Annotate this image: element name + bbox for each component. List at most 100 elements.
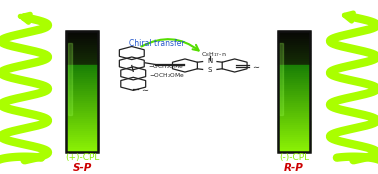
- Bar: [278, 81, 310, 83]
- Bar: [66, 139, 98, 142]
- Bar: [66, 89, 98, 91]
- Bar: [278, 147, 310, 150]
- Bar: [66, 59, 98, 61]
- Text: S-P: S-P: [73, 163, 92, 173]
- Bar: [68, 43, 71, 116]
- Bar: [278, 119, 310, 121]
- Text: S: S: [208, 67, 212, 73]
- Bar: [66, 101, 98, 103]
- Text: (+)-CPL: (+)-CPL: [65, 153, 99, 162]
- Bar: [278, 35, 310, 37]
- Bar: [278, 137, 310, 140]
- Bar: [278, 145, 310, 148]
- Bar: [278, 73, 310, 75]
- Bar: [66, 77, 98, 79]
- Bar: [278, 149, 310, 152]
- Bar: [278, 97, 310, 99]
- Bar: [278, 85, 310, 87]
- Bar: [66, 31, 98, 152]
- Bar: [278, 93, 310, 95]
- Bar: [66, 115, 98, 117]
- Bar: [66, 129, 98, 132]
- Bar: [66, 91, 98, 93]
- Bar: [66, 123, 98, 125]
- Bar: [66, 51, 98, 53]
- Bar: [66, 43, 98, 45]
- Bar: [66, 47, 98, 49]
- Bar: [66, 103, 98, 105]
- Bar: [278, 53, 310, 55]
- Bar: [66, 81, 98, 83]
- Bar: [66, 87, 98, 89]
- Bar: [278, 99, 310, 101]
- Bar: [66, 69, 98, 71]
- Bar: [66, 95, 98, 97]
- Bar: [66, 113, 98, 116]
- Bar: [66, 73, 98, 75]
- Bar: [66, 31, 98, 33]
- Bar: [278, 131, 310, 134]
- Bar: [278, 95, 310, 97]
- Text: N: N: [207, 58, 212, 64]
- Bar: [66, 97, 98, 99]
- Bar: [66, 143, 98, 146]
- Bar: [278, 141, 310, 144]
- Bar: [278, 41, 310, 43]
- Bar: [66, 65, 98, 67]
- Text: $-$OCH$_2$OMe: $-$OCH$_2$OMe: [147, 62, 184, 71]
- Bar: [278, 31, 310, 152]
- Bar: [66, 49, 98, 51]
- Text: Chiral transfer: Chiral transfer: [129, 39, 184, 48]
- Bar: [278, 49, 310, 51]
- Bar: [278, 47, 310, 49]
- Bar: [66, 83, 98, 85]
- Bar: [66, 85, 98, 87]
- Bar: [278, 115, 310, 117]
- Bar: [278, 105, 310, 107]
- Bar: [278, 101, 310, 103]
- Bar: [278, 69, 310, 71]
- Bar: [278, 107, 310, 109]
- Bar: [66, 125, 98, 128]
- Bar: [278, 133, 310, 136]
- Bar: [278, 117, 310, 120]
- Bar: [66, 121, 98, 124]
- Bar: [278, 139, 310, 142]
- Bar: [278, 51, 310, 53]
- Bar: [278, 65, 310, 67]
- Bar: [66, 141, 98, 144]
- Bar: [278, 33, 310, 35]
- Bar: [66, 93, 98, 95]
- Bar: [278, 57, 310, 59]
- Bar: [66, 117, 98, 120]
- Bar: [278, 67, 310, 69]
- Bar: [278, 127, 310, 130]
- Text: (-)-CPL: (-)-CPL: [279, 153, 309, 162]
- Bar: [66, 149, 98, 152]
- Bar: [278, 103, 310, 105]
- Bar: [278, 111, 310, 113]
- Bar: [66, 45, 98, 47]
- Bar: [278, 61, 310, 63]
- Bar: [278, 77, 310, 79]
- Bar: [278, 121, 310, 124]
- Bar: [66, 39, 98, 41]
- Text: $\sim$: $\sim$: [251, 62, 261, 71]
- Bar: [66, 111, 98, 113]
- Bar: [278, 39, 310, 41]
- Bar: [278, 83, 310, 85]
- Bar: [66, 105, 98, 107]
- Bar: [66, 63, 98, 65]
- Bar: [278, 31, 310, 33]
- Bar: [278, 143, 310, 146]
- Bar: [66, 145, 98, 148]
- Bar: [278, 55, 310, 57]
- Bar: [278, 135, 310, 138]
- Bar: [278, 109, 310, 112]
- Bar: [66, 147, 98, 150]
- Bar: [66, 133, 98, 136]
- Bar: [66, 53, 98, 55]
- Bar: [66, 131, 98, 134]
- Text: R-P: R-P: [284, 163, 304, 173]
- Bar: [278, 75, 310, 77]
